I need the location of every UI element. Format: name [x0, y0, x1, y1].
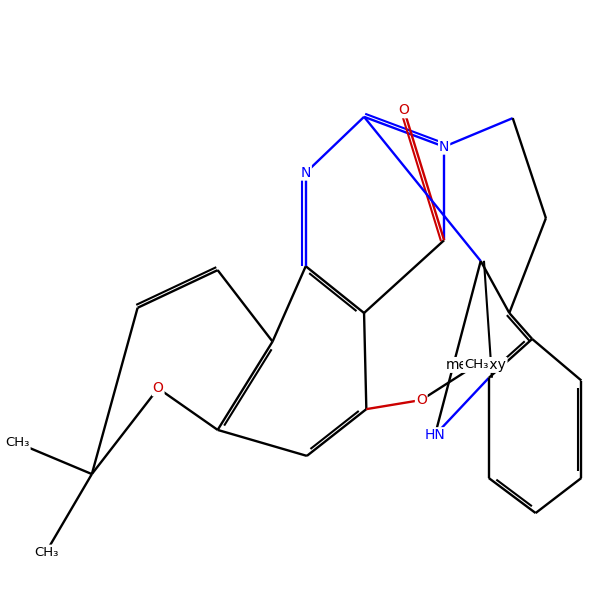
Text: CH₃: CH₃ — [464, 358, 488, 371]
Text: O: O — [398, 103, 410, 118]
Text: CH₃: CH₃ — [34, 545, 58, 559]
Text: N: N — [301, 166, 311, 179]
Text: CH₃: CH₃ — [5, 436, 29, 449]
Text: O: O — [416, 393, 427, 407]
Text: N: N — [439, 140, 449, 154]
Text: O: O — [153, 382, 164, 395]
Text: HN: HN — [425, 428, 445, 442]
Text: methoxy: methoxy — [446, 358, 506, 372]
